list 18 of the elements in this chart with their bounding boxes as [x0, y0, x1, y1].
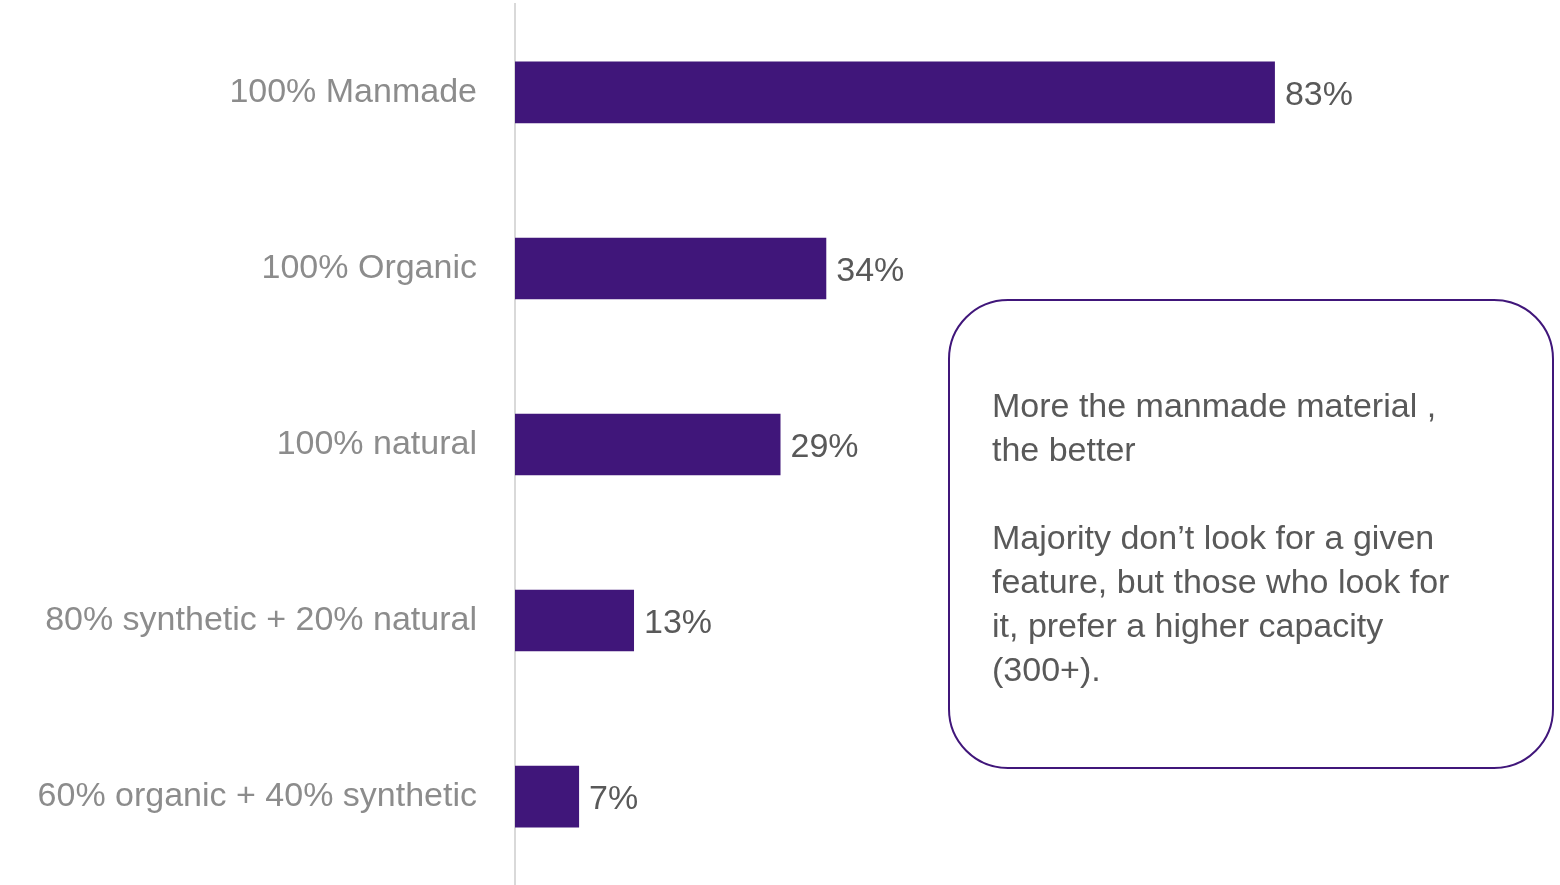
y-tick-label: 100% Organic [261, 246, 477, 285]
data-label: 34% [836, 249, 905, 288]
bar [515, 237, 827, 300]
data-label: 7% [589, 777, 639, 816]
y-tick-label: 100% Manmade [229, 70, 477, 109]
bar [515, 61, 1275, 124]
annotation: More the manmade material , the better [992, 385, 1438, 470]
y-tick-label: 100% natural [276, 422, 477, 461]
y-tick-label: 80% synthetic + 20% natural [45, 598, 477, 637]
annotation: Majority don’t look for a given feature, but those who look for it, prefer a higher capacity (300+). [992, 517, 1451, 690]
callout-box: More the manmade material , the better Majority don’t look for a given feature, but those who look for it, prefer a higher capacity (300+). [948, 299, 1554, 769]
data-label: 29% [790, 425, 859, 464]
data-label: 83% [1284, 73, 1353, 112]
bar [515, 765, 580, 828]
y-tick-label: 60% organic + 40% synthetic [37, 774, 477, 813]
bar [515, 589, 635, 652]
bar [515, 413, 781, 476]
data-label: 13% [644, 601, 713, 640]
